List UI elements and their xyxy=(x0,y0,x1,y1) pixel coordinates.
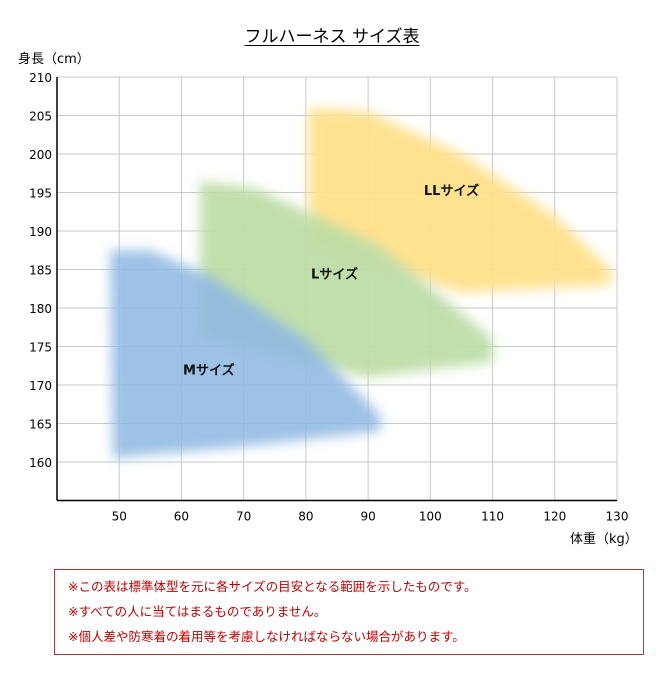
x-tick-label: 120 xyxy=(543,510,566,524)
x-axis-label: 体重（kg） xyxy=(570,531,638,547)
size-label: LLサイズ xyxy=(424,183,479,199)
note-3: ※個人差や防寒着の着用等を考慮しなければならない場合があります。 xyxy=(68,629,465,644)
chart-title-text: フルハーネス サイズ表 xyxy=(244,27,420,47)
size-region-3 xyxy=(109,250,381,459)
y-tick-label: 165 xyxy=(29,418,52,432)
x-tick-label: 110 xyxy=(481,510,504,524)
size-chart: 身長（cm） 体重（kg） LLサイズ Lサイズ Mサイズ 50 60 70 80 90 10… xyxy=(18,51,638,547)
x-tick-label: 60 xyxy=(174,510,189,524)
size-label: Lサイズ xyxy=(311,266,358,282)
y-tick-label: 210 xyxy=(29,71,52,85)
axes: 50 60 70 80 90 100 110 120 130 160 165 170 175 180 185… xyxy=(29,71,628,524)
y-axis-label: 身長（cm） xyxy=(18,51,90,67)
note-2: ※すべての人に当てはまるものでありません。 xyxy=(68,604,327,619)
chart-title: フルハーネス サイズ表 xyxy=(0,22,664,47)
size-label: Mサイズ xyxy=(183,363,235,379)
notes-box: ※この表は標準体型を元に各サイズの目安となる範囲を示したものです。 ※すべての人… xyxy=(54,569,644,655)
y-tick-label: 195 xyxy=(29,187,52,201)
x-tick-label: 100 xyxy=(419,510,442,524)
y-tick-label: 180 xyxy=(29,302,52,316)
region-labels: LLサイズ Lサイズ Mサイズ xyxy=(183,183,479,378)
y-tick-label: 205 xyxy=(29,110,52,124)
x-tick-label: 80 xyxy=(298,510,313,524)
y-tick-label: 200 xyxy=(29,148,52,162)
size-region-1 xyxy=(309,107,611,293)
size-regions xyxy=(109,107,611,459)
x-tick-label: 90 xyxy=(360,510,375,524)
x-tick-label: 70 xyxy=(236,510,251,524)
x-tick-label: 50 xyxy=(112,510,127,524)
y-tick-label: 185 xyxy=(29,264,52,278)
y-tick-label: 190 xyxy=(29,225,52,239)
y-tick-label: 160 xyxy=(29,456,52,470)
y-tick-label: 175 xyxy=(29,341,52,355)
note-1: ※この表は標準体型を元に各サイズの目安となる範囲を示したものです。 xyxy=(68,579,477,594)
y-tick-label: 170 xyxy=(29,379,52,393)
x-tick-label: 130 xyxy=(606,510,629,524)
